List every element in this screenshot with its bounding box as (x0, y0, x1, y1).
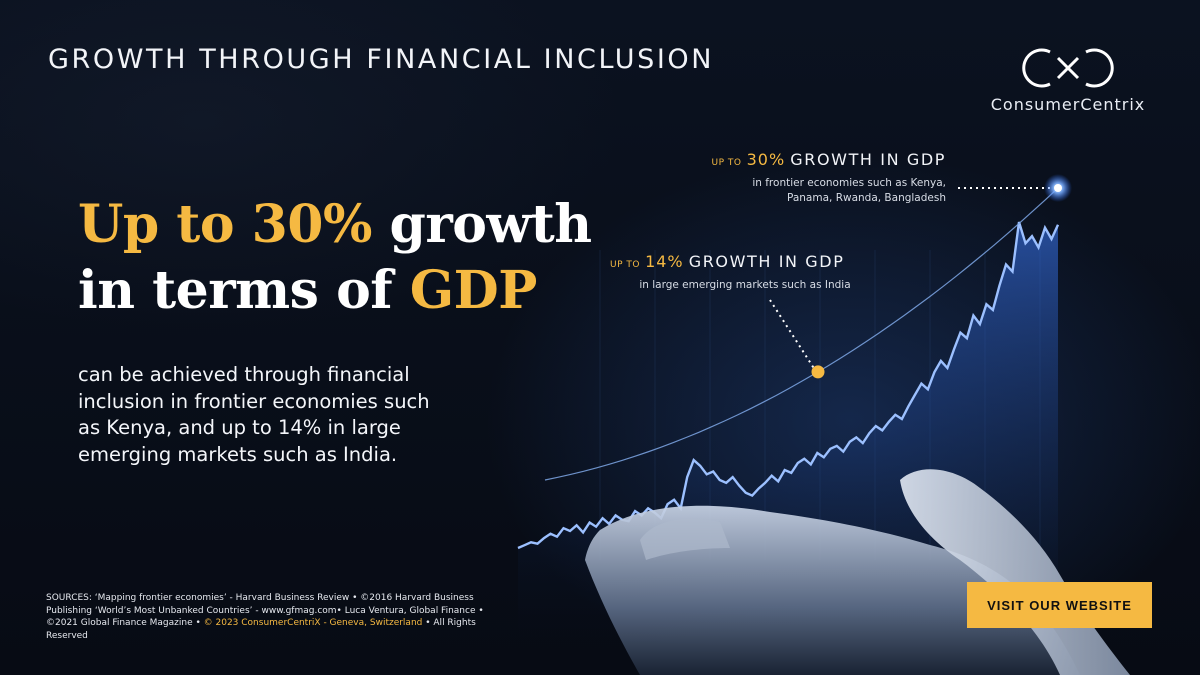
callout-percent: 30% (746, 150, 786, 169)
sources-footnote: SOURCES: ‘Mapping frontier economies’ - … (46, 592, 516, 642)
marker-30 (1054, 184, 1062, 192)
callout-subtext: Panama, Rwanda, Bangladesh (786, 192, 946, 204)
headline-accent: Up to 30% (78, 194, 372, 255)
logo-wordmark: ConsumerCentrix (990, 95, 1146, 114)
logo[interactable]: ConsumerCentrix (978, 46, 1158, 126)
callout-subtext: in large emerging markets such as India (639, 279, 851, 291)
callout-pre: UP TO (610, 260, 640, 270)
marker-14 (811, 365, 825, 379)
callout-heading: GROWTH IN GDP (688, 252, 845, 271)
callout-percent: 14% (645, 252, 684, 271)
trend-curve (544, 187, 1059, 481)
visit-website-button[interactable]: VISIT OUR WEBSITE (967, 582, 1152, 628)
sources-text: SOURCES: ‘Mapping frontier economies’ - … (46, 593, 484, 628)
callout-pre: UP TO (711, 158, 742, 168)
body-text: can be achieved through financial inclus… (78, 363, 430, 466)
callout-30: UP TO 30% GROWTH IN GDP in frontier econ… (706, 150, 946, 206)
headline-text: in terms of (78, 260, 410, 321)
logo-mark-icon (1022, 48, 1114, 88)
callout-subtext: in frontier economies such as Kenya, (752, 177, 946, 189)
copyright-text: © 2023 ConsumerCentriX - Geneva, Switzer… (203, 618, 423, 628)
headline-accent: GDP (409, 260, 538, 321)
callout-14-leader (769, 299, 816, 371)
sources-text: • All Rights Reserved (46, 618, 476, 641)
page-title: GROWTH THROUGH FINANCIAL INCLUSION (48, 44, 715, 75)
callout-14: UP TO 14% GROWTH IN GDP in large emergin… (610, 252, 870, 293)
callout-heading: GROWTH IN GDP (790, 150, 946, 169)
headline-text: growth (371, 194, 592, 255)
headline: Up to 30% growth in terms of GDP (78, 192, 592, 324)
